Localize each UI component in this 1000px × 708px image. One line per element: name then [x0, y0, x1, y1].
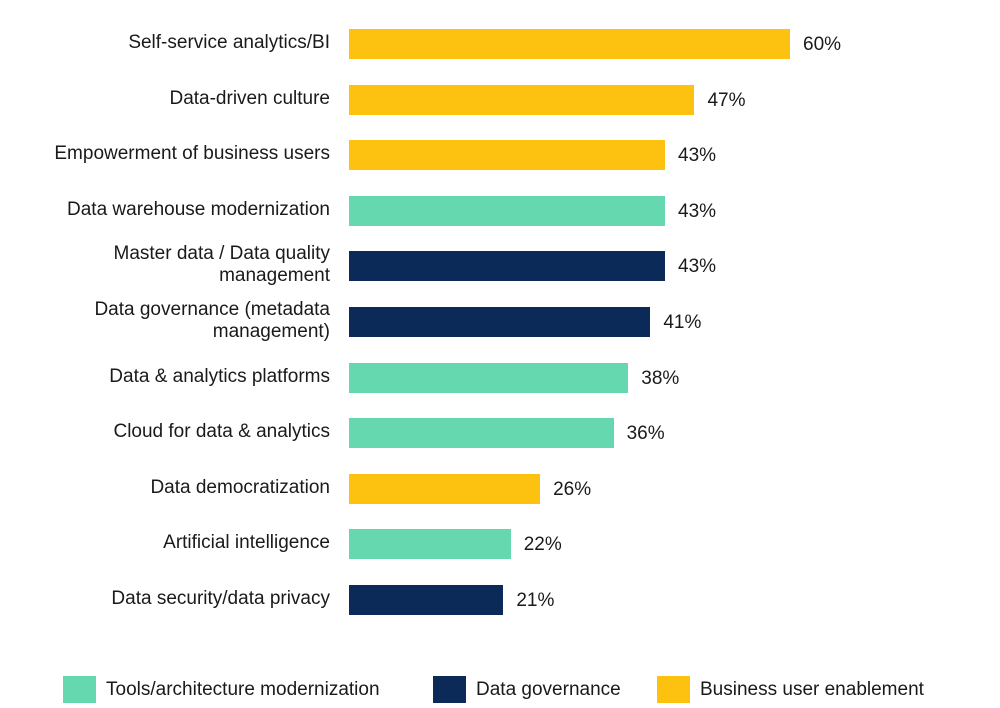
category-label-line: Empowerment of business users	[54, 143, 330, 165]
data-label: 43%	[678, 256, 717, 278]
bar	[349, 29, 790, 59]
category-label: Empowerment of business users	[0, 143, 330, 165]
data-label: 21%	[516, 590, 555, 611]
category-label-line: Artificial intelligence	[163, 532, 330, 554]
data-label: 38%	[641, 367, 680, 389]
chart-frame: Self-service analytics/BI 60% Data-driven …	[0, 29, 943, 704]
legend-swatch	[657, 676, 690, 703]
category-label-line: Cloud for data & analytics	[113, 421, 330, 443]
bar	[349, 307, 651, 337]
data-label: 60%	[803, 34, 842, 55]
category-label-line: Data warehouse modernization	[67, 198, 330, 220]
category-label: Artificial intelligence	[0, 532, 330, 554]
data-label: 43%	[678, 145, 717, 167]
category-label-line: Data & analytics platforms	[109, 365, 330, 387]
bar	[349, 585, 504, 615]
category-label: Data governance (metadata management)	[0, 299, 330, 343]
legend-label: Data governance	[476, 678, 621, 700]
bar	[349, 251, 666, 282]
data-label: 47%	[707, 89, 746, 111]
data-label: 36%	[626, 423, 665, 445]
category-label-line: Data security/data privacy	[111, 588, 330, 609]
data-label: 26%	[553, 478, 592, 500]
data-label: 41%	[663, 312, 702, 333]
data-label: 43%	[678, 200, 717, 222]
bar	[349, 418, 614, 449]
bar	[349, 140, 666, 171]
category-label: Data security/data privacy	[0, 588, 330, 610]
category-label: Self-service analytics/BI	[0, 32, 330, 54]
legend-swatch	[63, 676, 96, 703]
legend-item: Business user enablement	[657, 676, 924, 703]
category-label: Data-driven culture	[0, 88, 330, 110]
bar	[349, 195, 666, 226]
legend-label: Tools/architecture modernization	[106, 678, 380, 700]
category-label: Master data / Data quality management	[0, 243, 331, 287]
bar	[349, 529, 511, 560]
legend-swatch	[433, 676, 466, 703]
category-label: Data democratization	[0, 477, 330, 499]
bar	[349, 473, 541, 504]
category-label: Data warehouse modernization	[0, 199, 330, 221]
category-label-line: Data democratization	[150, 476, 330, 498]
legend-item: Tools/architecture modernization	[63, 676, 380, 703]
category-label: Data & analytics platforms	[0, 366, 330, 388]
category-label: Cloud for data & analytics	[0, 421, 330, 443]
bar	[349, 84, 695, 115]
legend: Tools/architecture modernization Data gov…	[63, 676, 943, 704]
category-label-line: Self-service analytics/BI	[128, 32, 330, 53]
legend-label: Business user enablement	[700, 678, 924, 700]
data-label: 22%	[523, 534, 562, 556]
category-label-line: management)	[212, 321, 330, 342]
category-label-line: Data-driven culture	[169, 87, 330, 109]
bar-chart: Self-service analytics/BI 60% Data-driven …	[0, 29, 842, 615]
category-label-line: Data governance (metadata	[94, 299, 330, 320]
category-label-line: Master data / Data quality	[113, 243, 331, 265]
category-label-line: management	[219, 265, 330, 287]
bar	[349, 362, 629, 393]
legend-item: Data governance	[433, 676, 621, 703]
